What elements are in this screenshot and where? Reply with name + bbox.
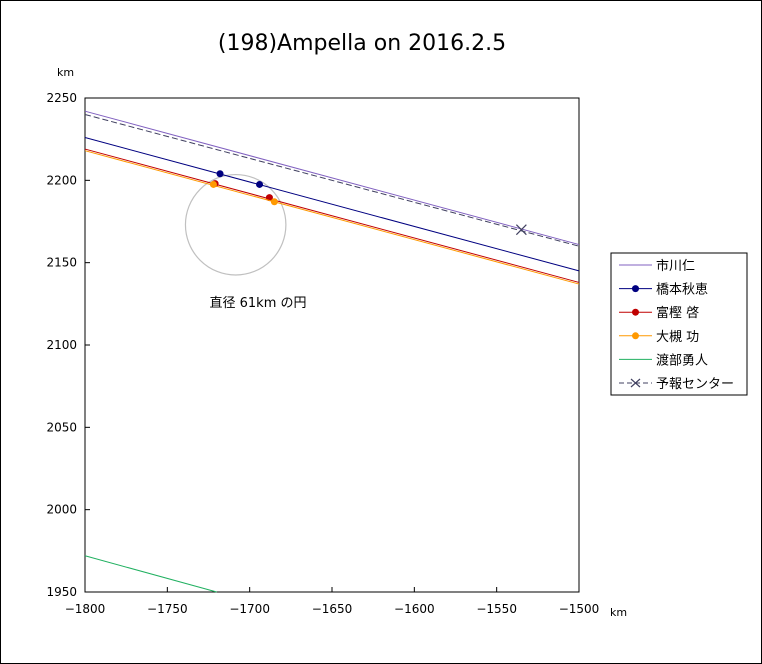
circle-annotation: 直径 61km の円 xyxy=(210,296,307,311)
legend-marker-5 xyxy=(630,378,641,388)
series-line-1 xyxy=(84,137,580,272)
x-axis-unit: km xyxy=(610,606,627,619)
x-tick-label: −1500 xyxy=(559,602,600,616)
y-tick-label: 2250 xyxy=(46,91,77,105)
forecast-marker xyxy=(515,224,527,236)
series-point-2 xyxy=(265,194,273,202)
y-tick-label: 2050 xyxy=(46,420,77,434)
x-tick-label: −1550 xyxy=(476,602,517,616)
legend-label-5: 予報センター xyxy=(656,377,734,392)
series-point-1 xyxy=(256,180,264,188)
legend-marker-3 xyxy=(632,332,639,340)
series-line-5 xyxy=(84,113,580,247)
series-line-0 xyxy=(84,110,580,246)
series-point-1 xyxy=(216,170,224,178)
y-tick-label: 2100 xyxy=(46,338,77,352)
legend-box xyxy=(610,252,748,396)
legend-label-4: 渡部勇人 xyxy=(656,352,708,368)
legend-label-0: 市川仁 xyxy=(656,258,695,274)
x-tick-label: −1650 xyxy=(312,602,353,616)
legend-label-3: 大槻 功 xyxy=(656,329,699,345)
legend-label-1: 橋本秋恵 xyxy=(656,283,708,298)
y-tick-label: 1950 xyxy=(46,585,77,599)
x-tick-label: −1800 xyxy=(65,602,106,616)
legend-label-2: 富樫 啓 xyxy=(656,305,699,321)
y-tick-label: 2000 xyxy=(46,503,77,517)
series-line-3 xyxy=(84,150,580,285)
chart-title: (198)Ampella on 2016.2.5 xyxy=(218,31,506,56)
x-tick-label: −1750 xyxy=(147,602,188,616)
series-line-2 xyxy=(84,148,580,283)
tick-layer: −1800 −1750 −1700 −1650 −1600 −1550 −1500 1950 2… xyxy=(46,91,599,616)
series-point-3 xyxy=(270,198,278,206)
legend-marker-2 xyxy=(632,308,639,316)
series-layer xyxy=(84,110,580,593)
y-axis-unit: km xyxy=(57,66,74,79)
legend-marker-1 xyxy=(632,285,639,293)
y-tick-label: 2150 xyxy=(46,256,77,270)
x-tick-label: −1600 xyxy=(394,602,435,616)
plot-area xyxy=(84,97,580,593)
series-point-3 xyxy=(209,180,217,188)
x-tick-label: −1700 xyxy=(229,602,270,616)
y-tick-label: 2200 xyxy=(46,173,77,187)
series-line-4 xyxy=(84,555,217,593)
diameter-circle xyxy=(184,173,287,276)
